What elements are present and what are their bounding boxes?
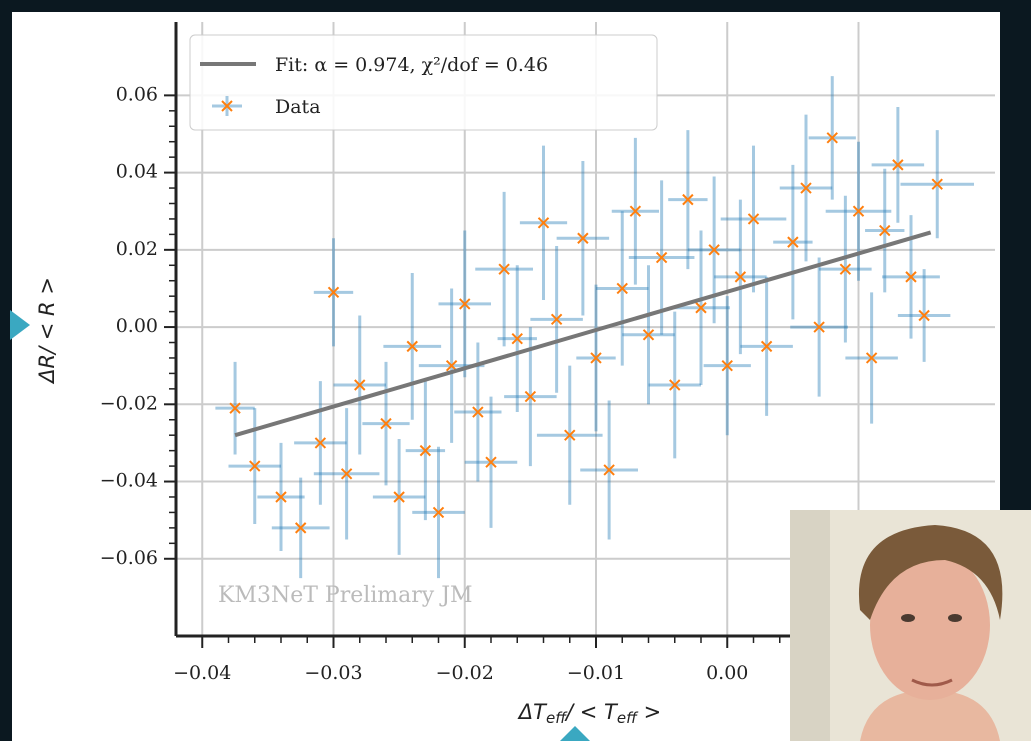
photo-eye [948, 614, 962, 622]
y-tick-label: −0.06 [100, 547, 158, 569]
data-point [354, 379, 366, 391]
legend-box [189, 34, 658, 131]
data-point [695, 302, 707, 314]
y-tick-label: 0.00 [116, 315, 158, 337]
photo-wall [790, 510, 830, 741]
photo-eye [901, 614, 915, 622]
data-point [472, 406, 484, 418]
data-point [432, 506, 445, 519]
data-point [275, 491, 287, 503]
data-point [682, 193, 694, 206]
data-point [393, 491, 405, 503]
photo-face [870, 550, 990, 700]
marks [215, 76, 974, 579]
data-point [445, 359, 458, 372]
data-point [459, 298, 471, 310]
data-point [406, 340, 418, 353]
data-point [577, 232, 589, 244]
data-point [760, 340, 773, 353]
data-point [380, 417, 392, 430]
data-point [931, 178, 943, 190]
data-point [905, 271, 917, 283]
x-tick-label: −0.01 [567, 662, 625, 684]
photo [790, 510, 1031, 741]
data-point [642, 329, 655, 341]
x-tick-label: −0.04 [173, 662, 231, 684]
y-tick-label: −0.04 [100, 470, 158, 492]
data-point [813, 321, 825, 333]
watermark: KM3NeT Prelimary JM [218, 583, 473, 608]
data-point [669, 379, 681, 391]
legend: Fit: α = 0.974, χ²/dof = 0.46 Data [189, 34, 658, 131]
data-point [314, 437, 327, 449]
data-point [419, 444, 432, 457]
x-label-part: ΔT [517, 700, 548, 724]
data-point [787, 236, 799, 248]
data-point [294, 522, 307, 534]
data-point [852, 205, 865, 217]
data-point [327, 286, 340, 299]
photo-mouth [911, 678, 953, 687]
x-label-part: > [637, 700, 661, 724]
x-tick-label: −0.03 [304, 662, 362, 684]
data-point [629, 205, 642, 217]
data-point [249, 460, 261, 472]
nav-arrow [10, 310, 30, 340]
x-label-sub: eff [546, 709, 568, 727]
data-point [564, 429, 576, 441]
x-label-sub: eff [617, 709, 639, 727]
data-point [800, 182, 812, 194]
data-point [918, 309, 930, 322]
y-axis-label: ΔR/ < R > [35, 277, 59, 385]
data-point [839, 263, 852, 275]
y-tick-label: −0.02 [100, 392, 158, 414]
photo-hair [858, 525, 1003, 620]
data-point [616, 282, 628, 295]
data-point [721, 359, 733, 372]
data-point [603, 464, 615, 476]
data-point [550, 313, 563, 326]
fit-line [234, 230, 932, 438]
y-tick-label: 0.04 [116, 161, 158, 183]
data-point [340, 468, 353, 480]
data-point [892, 159, 904, 171]
x-label-part: / < T [564, 700, 619, 724]
x-axis-label: ΔTeff/ < Teff > [517, 700, 661, 727]
data-point [708, 244, 720, 256]
y-tick-label: 0.02 [116, 238, 158, 260]
data-point [498, 263, 510, 275]
data-point [537, 217, 550, 229]
data-point [229, 402, 241, 414]
photo-neck [860, 690, 1000, 741]
data-point [485, 456, 497, 468]
data-point [865, 352, 878, 364]
data-point [826, 132, 838, 144]
data-point [734, 271, 747, 283]
data-point [221, 100, 233, 112]
data-point [879, 224, 891, 237]
data-point [511, 332, 523, 345]
data-point [655, 251, 668, 264]
x-tick-label: 0.00 [706, 662, 748, 684]
data-point [524, 390, 537, 403]
data-point [590, 352, 602, 364]
y-tick-label: 0.06 [116, 83, 158, 105]
legend-label: Data [275, 96, 321, 118]
x-tick-label: −0.02 [436, 662, 494, 684]
data-point [747, 213, 760, 225]
nav-arrow [560, 726, 590, 741]
legend-label: Fit: α = 0.974, χ²/dof = 0.46 [275, 54, 548, 76]
